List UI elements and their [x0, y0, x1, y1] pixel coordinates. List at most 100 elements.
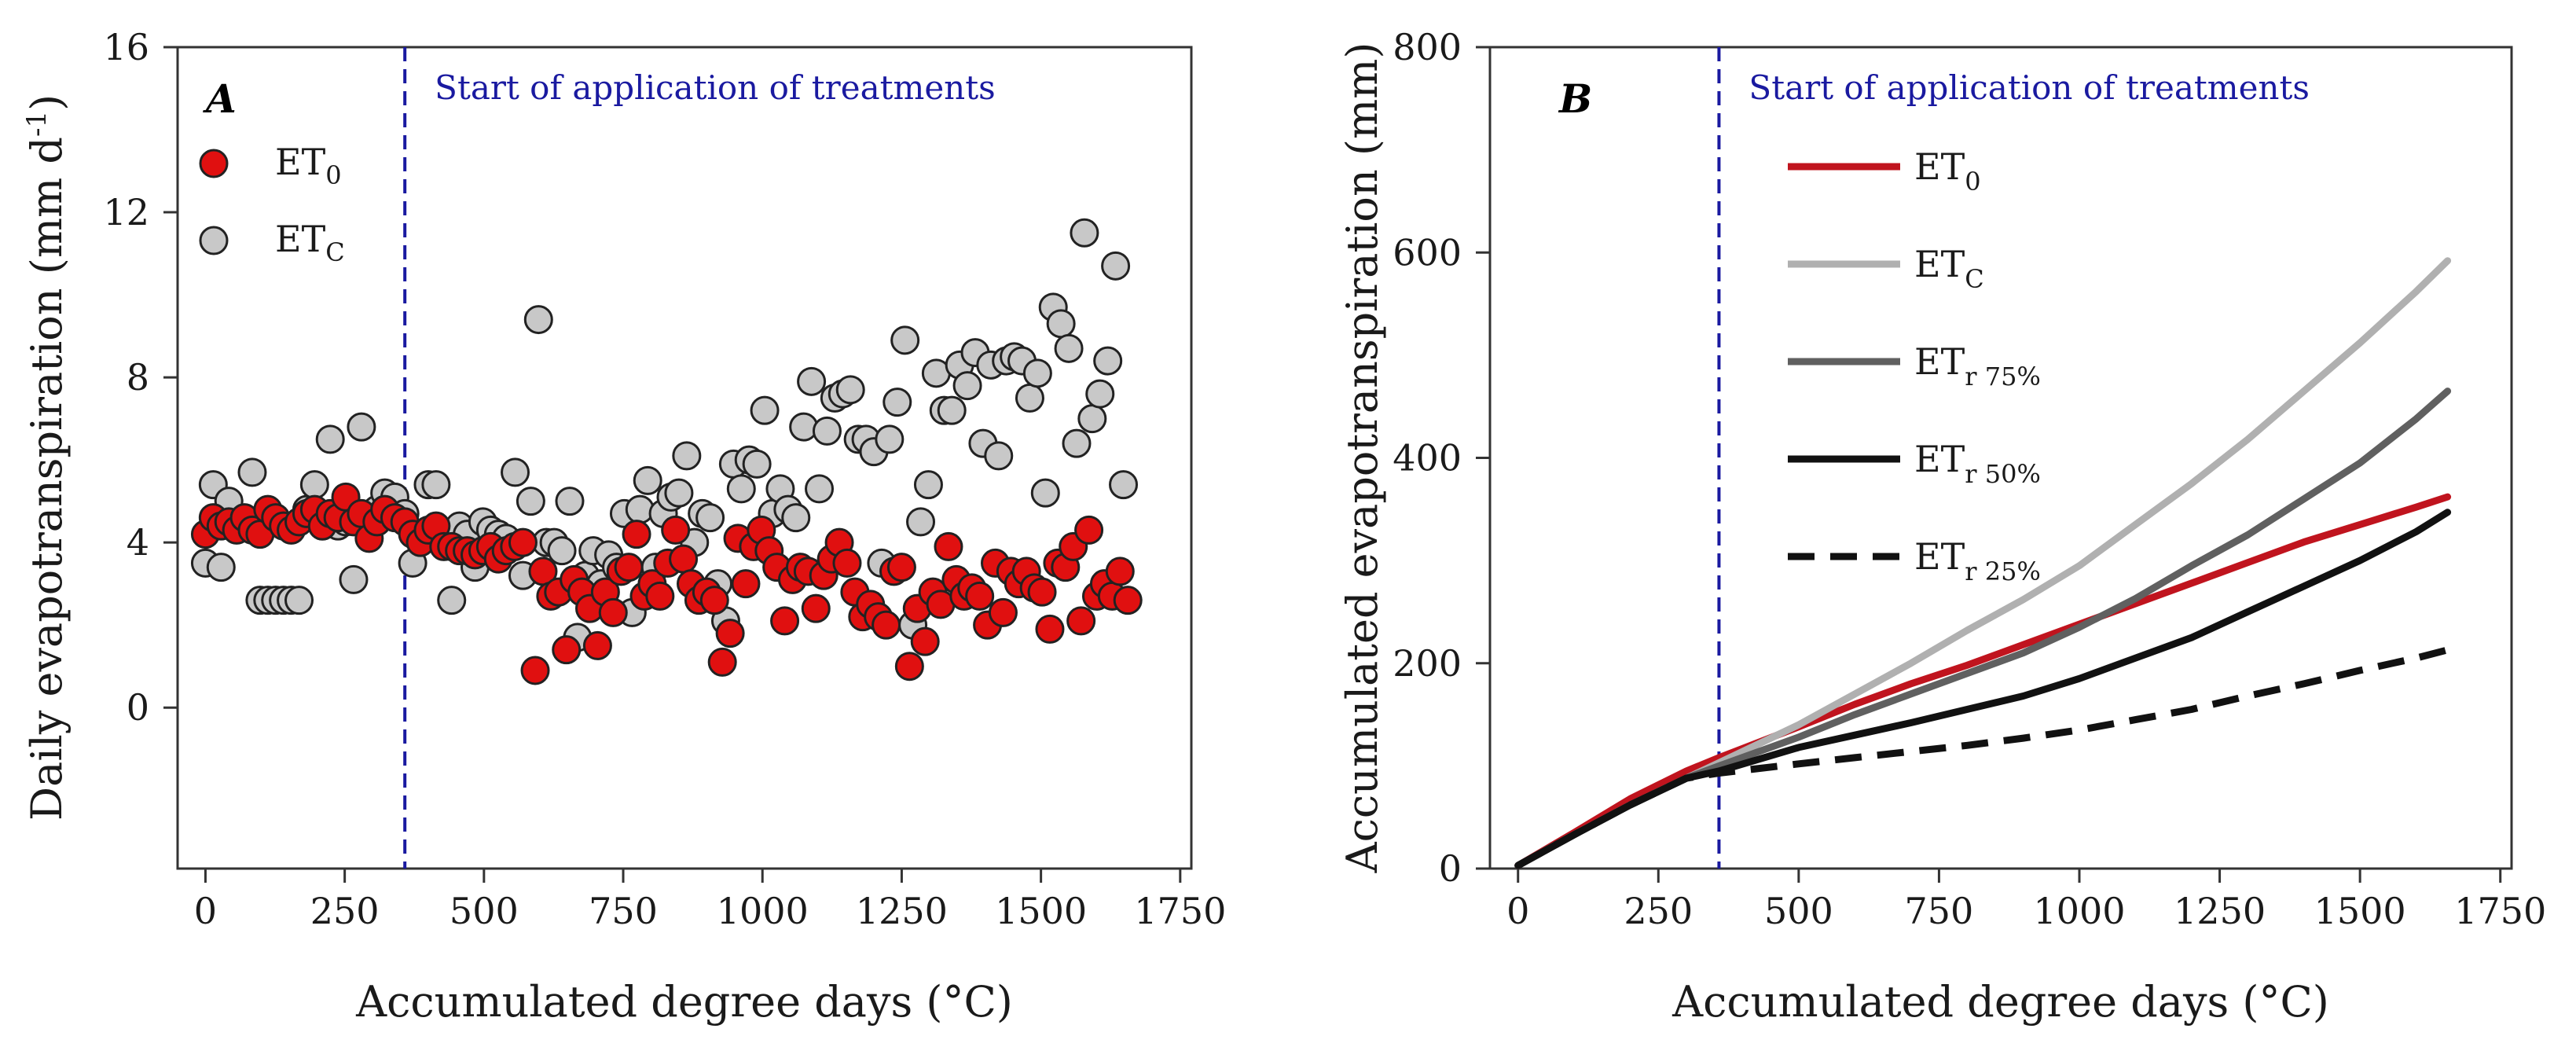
point-etc — [1085, 379, 1115, 409]
point-etc — [937, 395, 967, 425]
y-tick-label: 200 — [1393, 642, 1462, 685]
point-etc — [1062, 428, 1092, 458]
y-tick-label: 12 — [103, 191, 149, 233]
point-etc — [523, 305, 553, 335]
panel-b-treatment-label: Start of application of treatments — [1749, 68, 2310, 107]
panel-b-letter: B — [1558, 75, 1592, 122]
point-etc — [742, 449, 772, 479]
legend-et0-marker — [199, 149, 229, 178]
y-tick-label: 800 — [1393, 26, 1462, 68]
point-et0 — [894, 652, 924, 681]
point-et0 — [1066, 606, 1096, 636]
point-et0 — [832, 548, 862, 578]
x-tick-label: 0 — [1506, 890, 1529, 932]
panel-a-xlabel: Accumulated degree days (°C) — [355, 977, 1013, 1027]
panel-b-xlabel: Accumulated degree days (°C) — [1671, 977, 2329, 1027]
point-etc — [1030, 478, 1060, 508]
panel-a-ylabel: Daily evapotranspiration (mm d-1) — [21, 94, 72, 821]
point-etc — [555, 487, 585, 516]
legend-b-etr75-label: ETr 75% — [1914, 340, 2041, 391]
legend-b-etr50-label: ETr 50% — [1914, 438, 2041, 489]
point-et0 — [1035, 614, 1065, 644]
panel-a-legend: ET0 ETC — [199, 141, 345, 267]
y-tick-label: 4 — [127, 521, 149, 564]
point-et0 — [770, 606, 800, 636]
point-etc — [805, 474, 835, 504]
point-etc — [516, 487, 545, 516]
x-tick-label: 1250 — [856, 890, 948, 932]
point-et0 — [645, 581, 675, 611]
point-etc — [347, 412, 376, 442]
point-etc — [789, 412, 819, 442]
x-tick-label: 1000 — [2033, 890, 2125, 932]
point-et0 — [552, 635, 582, 665]
series-line-et0 — [1514, 493, 2452, 869]
x-tick-label: 1500 — [995, 890, 1087, 932]
legend-etc-marker — [199, 226, 229, 255]
point-et0 — [598, 597, 628, 627]
point-et0 — [1074, 515, 1104, 545]
point-etc — [1070, 218, 1099, 248]
point-etc — [890, 325, 920, 355]
legend-b-etr25-label: ETr 25% — [1914, 535, 2041, 586]
point-etc — [781, 503, 811, 533]
x-tick-label: 1750 — [2454, 890, 2546, 932]
panel-b-ylabel: Accumulated evapotranspiration (mm) — [1338, 42, 1387, 874]
point-et0 — [1105, 557, 1135, 586]
x-tick-label: 250 — [1624, 890, 1693, 932]
point-et0 — [872, 610, 901, 640]
legend-etc-label: ETC — [275, 218, 345, 267]
x-tick-label: 0 — [194, 890, 217, 932]
point-et0 — [661, 515, 691, 545]
point-etc — [437, 586, 467, 615]
point-et0 — [582, 630, 612, 660]
point-et0 — [1027, 577, 1057, 607]
point-etc — [633, 465, 662, 495]
point-etc — [625, 494, 655, 524]
panel-b: B 0 250 500 750 1000 1250 1500 1750 0 200 400 600 80… — [1338, 26, 2546, 1027]
y-tick-label: 8 — [127, 356, 149, 399]
y-tick-label: 16 — [103, 26, 149, 68]
point-etc — [501, 457, 530, 487]
point-etc — [664, 478, 694, 508]
point-etc — [1022, 358, 1052, 388]
x-tick-label: 250 — [310, 890, 380, 932]
point-etc — [906, 507, 936, 537]
point-etc — [835, 375, 865, 405]
point-etc — [421, 470, 451, 500]
x-tick-label: 750 — [589, 890, 658, 932]
point-etc — [1101, 251, 1131, 281]
point-etc — [695, 503, 725, 533]
panel-b-legend: ET0 ETC ETr 75% ETr 50% ETr 25% — [1788, 145, 2041, 586]
point-et0 — [731, 569, 761, 599]
y-tick-label: 0 — [1439, 847, 1462, 890]
point-et0 — [508, 527, 538, 557]
point-etc — [812, 416, 842, 446]
point-et0 — [988, 597, 1018, 627]
point-etc — [952, 371, 982, 401]
panel-a-frame — [176, 46, 1193, 870]
x-tick-label: 1000 — [717, 890, 809, 932]
point-etc — [726, 474, 756, 504]
point-etc — [672, 441, 702, 471]
point-et0 — [934, 531, 963, 561]
point-etc — [913, 470, 943, 500]
point-et0 — [669, 544, 699, 574]
point-et0 — [965, 581, 995, 611]
point-etc — [797, 366, 827, 396]
legend-et0-label: ET0 — [275, 141, 342, 190]
point-etc — [1077, 404, 1107, 434]
legend-b-etc-label: ETC — [1914, 243, 1984, 294]
point-etc — [984, 441, 1014, 471]
point-etc — [1093, 346, 1123, 376]
x-tick-label: 750 — [1905, 890, 1974, 932]
point-etc — [547, 536, 577, 566]
point-et0 — [886, 553, 916, 582]
point-et0 — [614, 553, 644, 582]
point-etc — [284, 586, 314, 615]
point-et0 — [715, 619, 745, 648]
point-etc — [1109, 470, 1139, 500]
panel-a-treatment-label: Start of application of treatments — [435, 68, 995, 107]
panel-a-letter: A — [203, 75, 237, 122]
